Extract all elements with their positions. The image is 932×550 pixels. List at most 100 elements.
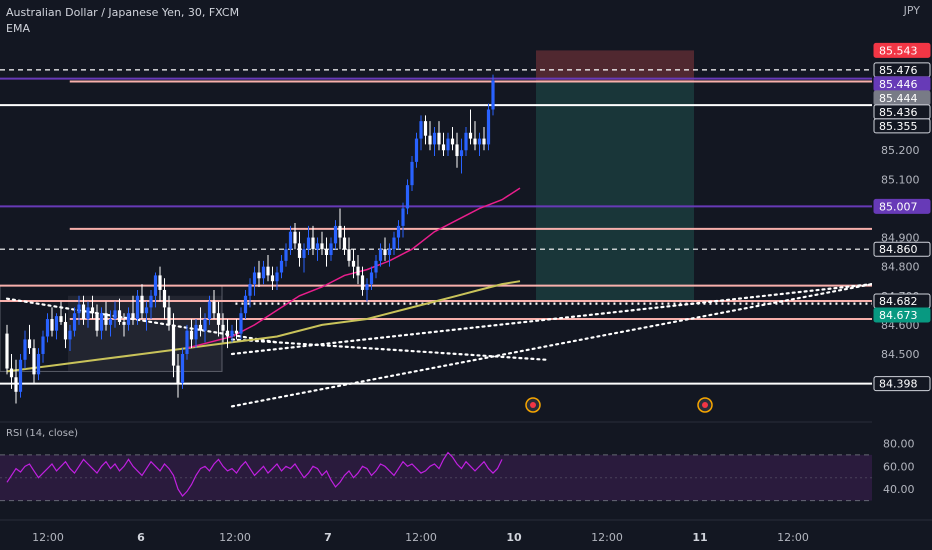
- price-tag: [873, 307, 931, 323]
- candle-body: [401, 208, 405, 226]
- event-icon-dot: [530, 402, 536, 408]
- currency-label: JPY: [903, 4, 920, 17]
- candle-body: [86, 307, 90, 320]
- candle-body: [185, 330, 189, 354]
- candle-body: [68, 330, 72, 340]
- candle-body: [32, 348, 36, 375]
- candle-body: [243, 295, 248, 314]
- candle-body: [356, 266, 360, 276]
- candle-body: [234, 330, 239, 334]
- price-tag-label: 84.860: [879, 243, 918, 256]
- candle-body: [302, 249, 306, 258]
- candle-body: [104, 313, 108, 325]
- rsi-label[interactable]: RSI (14, close): [6, 428, 79, 439]
- candle-body: [63, 321, 68, 340]
- candle-body: [225, 330, 230, 337]
- candle-body: [203, 319, 207, 331]
- price-axis: 85.40085.30085.20085.10085.00084.90084.8…: [872, 0, 932, 550]
- time-tick: 12:00: [219, 531, 251, 544]
- candle-body: [410, 161, 414, 186]
- candle-body: [423, 121, 428, 136]
- candle-body: [279, 260, 284, 273]
- time-axis: 12:00 6 12:00 7 12:00 10 12:00 11 12:00: [0, 519, 932, 544]
- ema-fast-line: [186, 187, 521, 349]
- ema-slow-line: [6, 280, 521, 373]
- candle-body: [171, 324, 176, 366]
- candle-body: [81, 304, 86, 320]
- price-tag-label: 84.682: [879, 295, 918, 308]
- candlesticks: [5, 74, 495, 404]
- candle-body: [414, 138, 419, 162]
- candle-body: [50, 319, 54, 331]
- rsi-tick: 80.00: [883, 437, 915, 450]
- candle-body: [437, 132, 441, 145]
- candle-body: [270, 275, 275, 282]
- price-tag-label: 85.436: [879, 106, 918, 119]
- candle-body: [212, 301, 216, 314]
- candle-body: [315, 243, 320, 250]
- candle-body: [378, 249, 383, 261]
- candle-body: [486, 109, 491, 145]
- candle-body: [351, 260, 356, 267]
- candle-body: [149, 295, 153, 308]
- price-tick: 84.800: [881, 261, 920, 274]
- chart-title: Australian Dollar / Japanese Yen, 30, FX…: [6, 6, 240, 19]
- candle-body: [333, 225, 338, 244]
- position-zones: [0, 50, 694, 372]
- indicator-label[interactable]: EMA: [6, 22, 30, 35]
- time-tick: 12:00: [32, 531, 64, 544]
- ema-lines: [6, 187, 521, 373]
- rsi-tick: 60.00: [883, 460, 915, 473]
- candle-body: [477, 138, 482, 145]
- candle-body: [432, 132, 437, 145]
- price-tag: [873, 241, 931, 257]
- price-tag: [873, 42, 931, 58]
- price-tag-label: 84.673: [879, 309, 918, 322]
- candle-body: [126, 313, 131, 325]
- candle-body: [194, 324, 198, 340]
- candle-body: [248, 284, 252, 296]
- price-tag-label: 85.355: [879, 120, 918, 133]
- candle-body: [45, 319, 50, 337]
- candle-body: [122, 321, 126, 325]
- candle-body: [293, 231, 297, 244]
- candle-body: [117, 310, 122, 322]
- candle-body: [189, 330, 194, 340]
- candle-body: [288, 231, 293, 250]
- candle-body: [198, 324, 203, 331]
- candle-body: [365, 284, 369, 290]
- candle-body: [59, 316, 63, 322]
- candle-body: [428, 135, 432, 145]
- stop-loss-zone: [536, 50, 694, 82]
- candle-body: [383, 249, 387, 256]
- price-tag-label: 84.398: [879, 378, 918, 391]
- candle-body: [167, 307, 171, 325]
- candle-body: [5, 333, 9, 369]
- candle-body: [347, 249, 351, 261]
- candle-body: [459, 150, 464, 157]
- rsi-pane: [0, 421, 872, 502]
- trendline: [230, 283, 874, 356]
- candle-body: [158, 275, 162, 290]
- candle-body: [14, 377, 18, 392]
- candle-body: [419, 121, 423, 139]
- candle-body: [360, 275, 365, 290]
- candle-body: [266, 266, 270, 276]
- price-tag: [873, 118, 931, 134]
- price-tick: 84.500: [881, 348, 920, 361]
- candle-body: [153, 275, 158, 296]
- candle-body: [396, 225, 401, 238]
- time-tick: 11: [692, 531, 707, 544]
- candle-body: [216, 313, 221, 325]
- price-tick: 85.100: [881, 173, 920, 186]
- candle-body: [441, 144, 446, 151]
- candle-body: [482, 138, 486, 145]
- candle-body: [131, 313, 135, 320]
- candle-body: [144, 307, 149, 314]
- candle-body: [369, 272, 374, 285]
- trendline: [230, 338, 549, 361]
- candle-body: [176, 365, 180, 384]
- event-icon-dot: [702, 402, 708, 408]
- event-markers: [525, 397, 713, 413]
